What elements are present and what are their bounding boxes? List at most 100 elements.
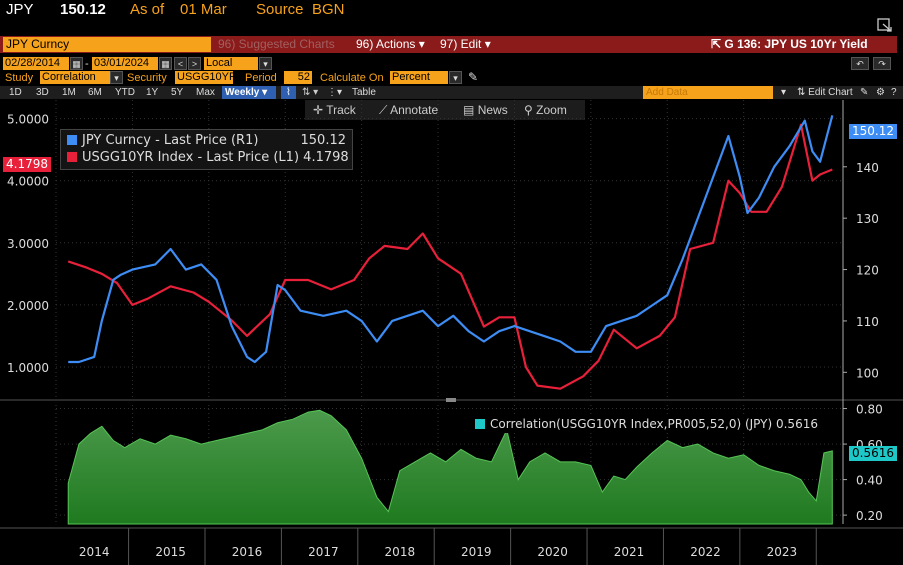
redo-icon[interactable]: ↷	[873, 57, 891, 70]
legend-value-jpy: 150.12	[300, 133, 347, 148]
corr-axis-tick-label: 0.20	[856, 509, 883, 523]
security-label: Security	[127, 72, 167, 84]
chart-tools-bar: ✛ Track ⟋ Annotate ▤ News ⚲ Zoom	[305, 100, 585, 120]
chart-legend[interactable]: JPY Curncy - Last Price (R1) 150.12 USGG…	[60, 129, 353, 170]
range-6m[interactable]: 6M	[88, 87, 102, 98]
end-date-field[interactable]: 03/01/2024	[92, 57, 158, 70]
edit-label: 97) Edit	[440, 37, 482, 51]
correlation-legend[interactable]: Correlation(USGG10YR Index,PR005,52,0) (…	[471, 415, 822, 433]
export-icon[interactable]: ⇱	[711, 37, 722, 51]
correlation-last-tag: 0.5616	[849, 446, 897, 461]
track-tool[interactable]: ✛ Track	[313, 103, 356, 117]
chart-title-text: G 136: JPY US 10Yr Yield	[724, 37, 868, 51]
add-data-input[interactable]: Add Data	[643, 86, 773, 99]
actions-label: 96) Actions	[356, 37, 416, 51]
annotate-tool[interactable]: ⟋ Annotate	[379, 103, 438, 118]
settings-icon[interactable]: ⚙	[876, 87, 885, 98]
last-price: 150.12	[60, 1, 106, 18]
chart-title: ⇱ G 136: JPY US 10Yr Yield	[707, 36, 872, 53]
calendar-icon[interactable]: ▦	[159, 57, 172, 70]
legend-swatch-correlation	[475, 419, 485, 429]
table-button[interactable]: Table	[352, 87, 376, 98]
right-axis-tick-label: 100	[856, 366, 879, 380]
checkbox-icon[interactable]: ▾	[781, 87, 787, 98]
range-1d[interactable]: 1D	[9, 87, 22, 98]
popout-icon[interactable]	[877, 18, 893, 32]
quote-bar: JPY 150.12 As of 01 Mar Source BGN	[0, 0, 903, 20]
zoom-tool[interactable]: ⚲ Zoom	[524, 103, 567, 117]
yield-last-tag: 4.1798	[3, 157, 51, 172]
correlation-legend-label: Correlation(USGG10YR Index,PR005,52,0) (…	[490, 417, 818, 431]
jpy-last-tag: 150.12	[849, 124, 897, 139]
x-axis-tick-label: 2014	[79, 545, 110, 559]
edit-menu-button[interactable]: 97) Edit ▾	[436, 36, 495, 53]
help-icon[interactable]: ?	[891, 87, 897, 98]
jpy-series-line	[68, 115, 834, 364]
x-axis-tick-label: 2022	[690, 545, 721, 559]
ticker: JPY	[6, 1, 34, 18]
study-select[interactable]: Correlation	[40, 71, 110, 84]
x-axis-tick-label: 2015	[155, 545, 186, 559]
undo-icon[interactable]: ↶	[851, 57, 869, 70]
correlation-area	[67, 409, 833, 525]
security-field[interactable]: JPY Curncy	[3, 37, 211, 52]
right-axis-tick-label: 140	[856, 161, 879, 175]
actions-menu-button[interactable]: 96) Actions ▾	[352, 36, 429, 53]
legend-label-yield: USGG10YR Index - Last Price (L1)	[82, 150, 300, 165]
edit-icon[interactable]: ✎	[860, 87, 869, 98]
x-axis-tick-label: 2020	[537, 545, 568, 559]
legend-row-jpy[interactable]: JPY Curncy - Last Price (R1)	[67, 133, 258, 149]
bar-type-icon[interactable]: ⋮▾	[327, 87, 343, 98]
range-ytd[interactable]: YTD	[115, 87, 135, 98]
track-label: Track	[326, 103, 356, 117]
crosshair-icon: ✛	[313, 103, 324, 117]
legend-row-yield[interactable]: USGG10YR Index - Last Price (L1) 4.1798	[67, 150, 349, 166]
period-input[interactable]: 52	[284, 71, 312, 84]
right-axis-tick-label: 120	[856, 264, 879, 278]
correlation-area-path	[67, 409, 833, 525]
chevron-left-icon[interactable]: <	[174, 57, 187, 70]
dropdown-arrow-icon[interactable]: ▾	[449, 71, 462, 84]
corr-axis-tick-label: 0.80	[856, 403, 883, 417]
range-3d[interactable]: 3D	[36, 87, 49, 98]
pencil-icon[interactable]: ✎	[468, 70, 479, 84]
left-axis-tick-label: 5.0000	[7, 113, 49, 127]
x-axis-tick-label: 2016	[232, 545, 263, 559]
period-label: Period	[245, 72, 277, 84]
news-label: News	[477, 103, 508, 117]
legend-label-jpy: JPY Curncy - Last Price (R1)	[82, 133, 259, 148]
calculate-on-select[interactable]: Percent	[390, 71, 448, 84]
range-max[interactable]: Max	[196, 87, 215, 98]
range-bar: 1D 3D 1M 6M YTD 1Y 5Y Max Weekly ▾ ⌇ ⇅ ▾…	[0, 86, 903, 99]
suggested-charts-button[interactable]: 96) Suggested Charts	[218, 37, 335, 51]
legend-swatch-yield	[67, 152, 77, 162]
corr-axis-tick-label: 0.40	[856, 474, 883, 488]
security-input[interactable]: USGG10YR	[175, 71, 237, 84]
pen-icon: ⟋	[379, 103, 388, 117]
main-chart-grid	[0, 100, 903, 402]
dropdown-arrow-icon[interactable]: ▾	[259, 57, 272, 70]
legend-value-yield: 4.1798	[303, 150, 349, 165]
news-tool[interactable]: ▤ News	[463, 103, 508, 117]
source-value: BGN	[312, 1, 345, 18]
range-1y[interactable]: 1Y	[146, 87, 159, 98]
date-separator: -	[85, 58, 89, 70]
start-date-field[interactable]: 02/28/2014	[3, 57, 69, 70]
yield-series-line	[67, 123, 833, 390]
x-axis-tick-label: 2021	[614, 545, 645, 559]
edit-chart-icon: ⇅	[797, 87, 806, 98]
right-axis-tick-label: 130	[856, 212, 879, 226]
left-axis-tick-label: 4.0000	[7, 175, 49, 189]
chart-type-icon[interactable]: ⇅ ▾	[302, 87, 319, 98]
edit-chart-button[interactable]: ⇅ Edit Chart	[797, 86, 853, 99]
line-chart-icon[interactable]: ⌇	[281, 86, 296, 99]
dropdown-arrow-icon[interactable]: ▾	[110, 71, 123, 84]
annotate-label: Annotate	[390, 103, 439, 117]
range-1m[interactable]: 1M	[62, 87, 76, 98]
range-5y[interactable]: 5Y	[171, 87, 184, 98]
frequency-select[interactable]: Weekly ▾	[222, 86, 276, 99]
date-range-row: 02/28/2014 ▦ - 03/01/2024 ▦ < > Local CC…	[0, 57, 903, 82]
chevron-right-icon[interactable]: >	[188, 57, 201, 70]
calendar-icon[interactable]: ▦	[70, 57, 83, 70]
